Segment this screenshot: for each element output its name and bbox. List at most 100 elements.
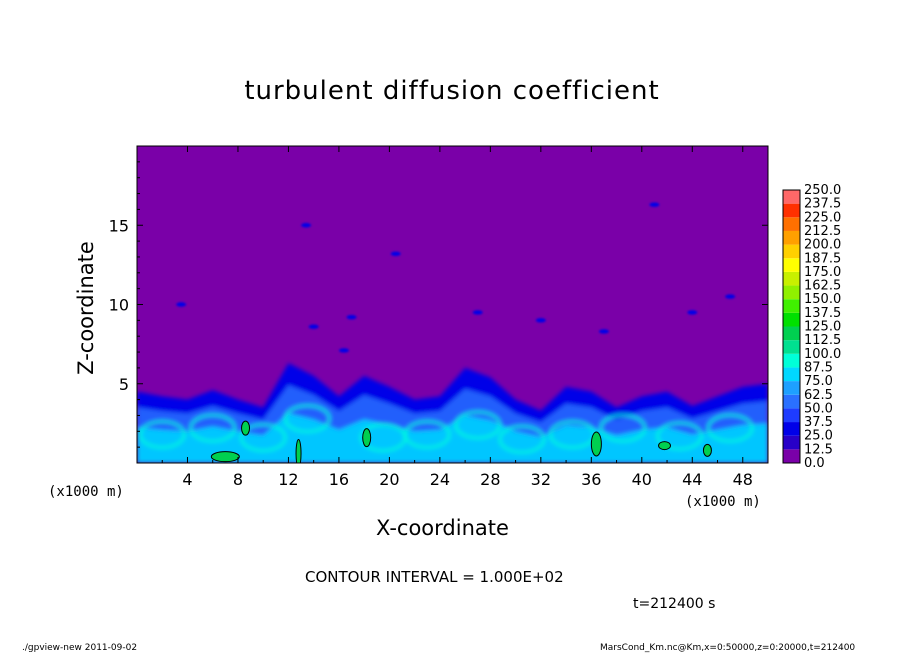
turbulent-layer <box>137 363 768 463</box>
colorbar: 0.012.525.037.550.062.575.087.5100.0112.… <box>782 183 841 471</box>
eddy <box>189 413 237 443</box>
colorbar-label: 0.0 <box>804 456 825 471</box>
colorbar-swatch <box>783 326 800 341</box>
colorbar-label: 137.5 <box>804 306 841 321</box>
colorbar-swatch <box>783 299 800 313</box>
x-tick-label: 8 <box>233 470 243 489</box>
colorbar-label: 162.5 <box>804 279 841 294</box>
y-tick-label: 10 <box>109 296 129 315</box>
x-tick-label: 28 <box>480 470 500 489</box>
eddy <box>138 419 186 449</box>
eddy <box>599 413 647 443</box>
colorbar-label: 75.0 <box>804 374 833 389</box>
x-tick-label: 16 <box>329 470 349 489</box>
colorbar-swatch <box>783 190 800 204</box>
x-axis-label: X-coordinate <box>376 516 509 540</box>
contour-100 <box>295 438 302 463</box>
colorbar-swatch <box>783 285 800 300</box>
x-unit-label-right: (x1000 m) <box>685 494 761 510</box>
eddy <box>283 404 331 434</box>
upper-feature <box>535 318 546 323</box>
eddy <box>403 419 451 449</box>
colorbar-label: 87.5 <box>804 360 833 375</box>
colorbar-label: 225.0 <box>804 210 841 225</box>
upper-feature <box>176 302 187 307</box>
contour-100 <box>658 441 672 451</box>
colorbar-label: 175.0 <box>804 265 841 280</box>
colorbar-label: 250.0 <box>804 183 841 198</box>
x-tick-label: 36 <box>581 470 601 489</box>
colorbar-swatch <box>783 449 800 463</box>
eddy <box>656 421 704 451</box>
contour-100 <box>590 431 602 457</box>
colorbar-label: 100.0 <box>804 347 841 362</box>
colorbar-swatch <box>783 394 800 409</box>
eddy <box>706 413 754 443</box>
colorbar-label: 12.5 <box>804 442 833 457</box>
plot-area <box>137 146 768 463</box>
colorbar-swatch <box>783 353 800 368</box>
x-tick-label: 4 <box>182 470 192 489</box>
contour-100 <box>362 428 372 448</box>
colorbar-label: 112.5 <box>804 333 841 348</box>
colorbar-swatch <box>783 435 800 450</box>
colorbar-swatch <box>783 367 800 382</box>
y-tick-label: 15 <box>109 216 129 235</box>
colorbar-swatch <box>783 271 800 286</box>
y-tick-label: 5 <box>119 375 129 394</box>
contour-100 <box>241 420 251 436</box>
upper-feature <box>308 324 319 329</box>
colorbar-swatch <box>783 422 800 436</box>
footer-left: ./gpview-new 2011-09-02 <box>22 643 138 653</box>
colorbar-swatch <box>783 230 800 245</box>
colorbar-label: 62.5 <box>804 388 833 403</box>
colorbar-label: 237.5 <box>804 197 841 212</box>
upper-feature <box>338 348 349 353</box>
colorbar-label: 187.5 <box>804 251 841 266</box>
x-tick-label: 12 <box>278 470 298 489</box>
y-axis-label: Z-coordinate <box>74 241 98 375</box>
x-unit-label-left: (x1000 m) <box>48 484 124 500</box>
upper-feature <box>390 251 401 256</box>
x-tick-label: 48 <box>733 470 753 489</box>
contour-100 <box>702 443 712 457</box>
x-tick-label: 44 <box>682 470 702 489</box>
colorbar-swatch <box>783 381 800 395</box>
colorbar-label: 125.0 <box>804 320 841 335</box>
chart-title: turbulent diffusion coefficient <box>244 76 660 106</box>
colorbar-swatch <box>783 258 800 272</box>
colorbar-label: 200.0 <box>804 238 841 253</box>
x-tick-label: 32 <box>531 470 551 489</box>
upper-feature <box>598 329 609 334</box>
colorbar-swatch <box>783 217 800 231</box>
x-tick-label: 20 <box>379 470 399 489</box>
colorbar-swatch <box>783 312 800 327</box>
eddy <box>498 424 546 454</box>
colorbar-swatch <box>783 408 800 423</box>
colorbar-label: 37.5 <box>804 415 833 430</box>
footer-right: MarsCond_Km.nc@Km,x=0:50000,z=0:20000,t=… <box>600 643 856 653</box>
upper-feature <box>472 310 483 315</box>
heatmap-field <box>137 146 768 463</box>
upper-feature <box>649 202 660 207</box>
time-stamp: t=212400 s <box>633 596 716 612</box>
upper-feature <box>725 294 736 299</box>
colorbar-frame <box>782 189 801 464</box>
colorbar-label: 212.5 <box>804 224 841 239</box>
upper-feature <box>346 314 357 320</box>
upper-feature <box>301 223 312 228</box>
eddy <box>454 410 502 440</box>
colorbar-swatch <box>783 203 800 218</box>
contour-100 <box>210 451 240 463</box>
colorbar-swatch <box>783 244 800 259</box>
turbulent-layer-core <box>137 413 768 463</box>
colorbar-label: 25.0 <box>804 429 833 444</box>
colorbar-label: 50.0 <box>804 401 833 416</box>
upper-features <box>176 202 736 353</box>
colorbar-label: 150.0 <box>804 292 841 307</box>
x-tick-label: 24 <box>430 470 450 489</box>
contour-interval-text: CONTOUR INTERVAL = 1.000E+02 <box>305 568 564 586</box>
eddy <box>239 423 287 453</box>
